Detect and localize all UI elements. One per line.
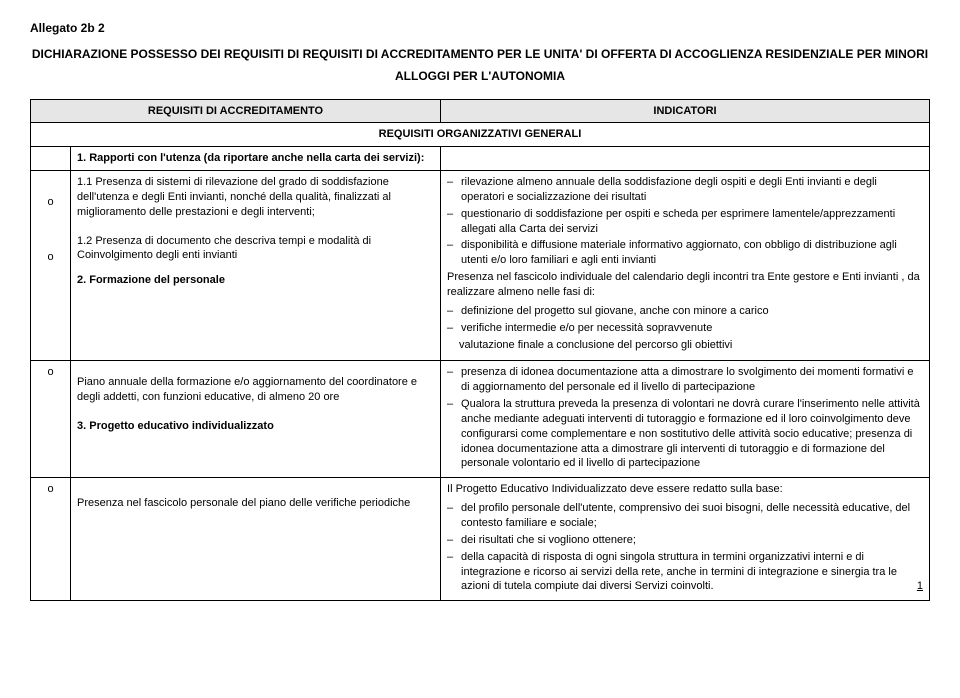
table-row: o Piano annuale della formazione e/o agg… bbox=[31, 361, 930, 478]
indicator-list: presenza di idonea documentazione atta a… bbox=[447, 365, 923, 471]
indicator-item: presenza di idonea documentazione atta a… bbox=[447, 365, 923, 395]
left-cell: 1. Rapporti con l'utenza (da riportare a… bbox=[71, 147, 441, 171]
req-1-2: 1.2 Presenza di documento che descriva t… bbox=[77, 234, 434, 264]
right-cell: presenza di idonea documentazione atta a… bbox=[441, 361, 930, 478]
indicator-list: del profilo personale dell'utente, compr… bbox=[447, 501, 923, 594]
indicator-para: Presenza nel fascicolo individuale del c… bbox=[447, 270, 923, 300]
table-header-row: REQUISITI DI ACCREDITAMENTO INDICATORI bbox=[31, 99, 930, 123]
indicator-item: del profilo personale dell'utente, compr… bbox=[447, 501, 923, 531]
req-verifiche: Presenza nel fascicolo personale del pia… bbox=[77, 496, 434, 511]
marker-cell: o bbox=[31, 478, 71, 601]
indicator-list: rilevazione almeno annuale della soddisf… bbox=[447, 175, 923, 268]
section-header-row: REQUISITI ORGANIZZATIVI GENERALI bbox=[31, 123, 930, 147]
header-requisiti: REQUISITI DI ACCREDITAMENTO bbox=[31, 99, 441, 123]
indicator-item: Qualora la struttura preveda la presenza… bbox=[447, 397, 923, 471]
req-2-heading: 2. Formazione del personale bbox=[77, 273, 434, 288]
allegato-label: Allegato 2b 2 bbox=[30, 20, 930, 36]
indicator-list: definizione del progetto sul giovane, an… bbox=[447, 304, 923, 336]
req-3-heading: 3. Progetto educativo individualizzato bbox=[77, 419, 434, 434]
right-cell bbox=[441, 147, 930, 171]
marker-o: o bbox=[47, 195, 53, 210]
indicator-intro: Il Progetto Educativo Individualizzato d… bbox=[447, 482, 923, 497]
left-cell: Piano annuale della formazione e/o aggio… bbox=[71, 361, 441, 478]
right-cell: rilevazione almeno annuale della soddisf… bbox=[441, 171, 930, 361]
marker-o: o bbox=[47, 366, 53, 378]
indicator-item: verifiche intermedie e/o per necessità s… bbox=[447, 321, 923, 336]
indicator-item: questionario di soddisfazione per ospiti… bbox=[447, 207, 923, 237]
right-cell: Il Progetto Educativo Individualizzato d… bbox=[441, 478, 930, 601]
indicator-para: valutazione finale a conclusione del per… bbox=[447, 338, 923, 353]
indicator-item: dei risultati che si vogliono ottenere; bbox=[447, 533, 923, 548]
requisiti-table: REQUISITI DI ACCREDITAMENTO INDICATORI R… bbox=[30, 99, 930, 602]
marker-cell: o bbox=[31, 361, 71, 478]
section-generali: REQUISITI ORGANIZZATIVI GENERALI bbox=[31, 123, 930, 147]
marker-cell: o o bbox=[31, 171, 71, 361]
table-row: o Presenza nel fascicolo personale del p… bbox=[31, 478, 930, 601]
indicator-item: rilevazione almeno annuale della soddisf… bbox=[447, 175, 923, 205]
main-title: DICHIARAZIONE POSSESSO DEI REQUISITI DI … bbox=[30, 46, 930, 62]
marker-o: o bbox=[47, 483, 53, 495]
indicator-item: della capacità di risposta di ogni singo… bbox=[447, 550, 923, 595]
page-number: 1 bbox=[917, 579, 923, 594]
indicator-item: disponibilità e diffusione materiale inf… bbox=[447, 238, 923, 268]
row1-heading: 1. Rapporti con l'utenza (da riportare a… bbox=[77, 152, 424, 164]
left-cell: 1.1 Presenza di sistemi di rilevazione d… bbox=[71, 171, 441, 361]
left-cell: Presenza nel fascicolo personale del pia… bbox=[71, 478, 441, 601]
table-row: o o 1.1 Presenza di sistemi di rilevazio… bbox=[31, 171, 930, 361]
header-indicatori: INDICATORI bbox=[441, 99, 930, 123]
marker-o: o bbox=[47, 250, 53, 265]
req-1-1: 1.1 Presenza di sistemi di rilevazione d… bbox=[77, 175, 434, 220]
table-row: 1. Rapporti con l'utenza (da riportare a… bbox=[31, 147, 930, 171]
indicator-item: definizione del progetto sul giovane, an… bbox=[447, 304, 923, 319]
subtitle: ALLOGGI PER L'AUTONOMIA bbox=[30, 68, 930, 84]
marker-cell bbox=[31, 147, 71, 171]
req-piano-annuale: Piano annuale della formazione e/o aggio… bbox=[77, 375, 434, 405]
